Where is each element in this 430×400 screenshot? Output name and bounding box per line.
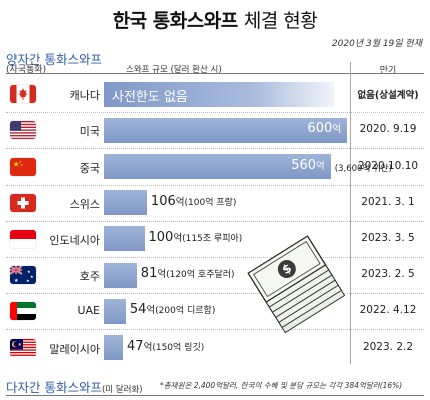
value-unit: 억: [316, 160, 325, 172]
swap-bar: [104, 335, 124, 360]
value-label: 600억: [104, 121, 341, 136]
multilateral-section-subtitle: (미 달러화): [101, 385, 143, 395]
country-label: 캐나다: [69, 89, 100, 103]
local-currency-note: (115조 루피아): [182, 233, 243, 244]
maturity-date: 2023. 2.2: [362, 340, 414, 353]
uae-flag-icon: [10, 302, 36, 321]
value-label: 560억: [104, 158, 325, 173]
indonesia-flag-icon: [10, 229, 36, 248]
value-label: 54억(200억 디르함): [130, 302, 215, 317]
value-label: 사전한도 없음: [112, 90, 188, 106]
value-number: 100: [148, 229, 174, 245]
maturity-date: 2022. 4.12: [359, 304, 417, 317]
header-divider: [6, 73, 424, 74]
swap-bar: [104, 262, 137, 288]
value-number: 47: [127, 338, 144, 354]
svg-text:★: ★: [18, 342, 23, 348]
country-label: 인도네시아: [49, 233, 100, 247]
country-label: 미국: [79, 125, 100, 139]
row-divider: [6, 184, 424, 186]
value-label: 47억(150억 링깃): [127, 339, 204, 354]
china-flag-icon: ★ ★ ★: [10, 157, 36, 176]
multilateral-title-text: 다자간 통화스와프: [6, 380, 102, 395]
svg-text:★: ★: [14, 278, 19, 284]
value-unit: 억: [332, 124, 341, 136]
value-number: 600: [307, 121, 333, 137]
switzerland-flag-icon: [10, 193, 36, 212]
swap-bar: [104, 117, 347, 143]
row-divider: [6, 293, 424, 295]
maturity-date: 2020.10.10: [357, 159, 419, 172]
swap-bar: [104, 298, 126, 324]
row-divider: [6, 148, 424, 150]
maturity-date: 2021. 3. 1: [361, 195, 415, 208]
swap-bar: [104, 154, 331, 179]
as-of-date: 2020년 3월 19일 현재: [331, 39, 422, 49]
value-unit: 억: [157, 269, 167, 281]
value-unit: 억: [175, 196, 185, 208]
bilateral-section-title: 양자간 통화스와프: [6, 52, 102, 67]
country-label: 말레이시아: [49, 342, 100, 356]
svg-text:★: ★: [30, 274, 34, 279]
row-divider: [6, 257, 424, 258]
maturity-column-header: 만기: [379, 66, 397, 76]
local-currency-note: (120억 호주달러): [166, 270, 235, 281]
value-number: 81: [140, 266, 158, 282]
value-label: 106억(100억 프랑): [151, 194, 236, 209]
svg-text:★: ★: [27, 269, 31, 274]
swap-bar: [104, 226, 145, 252]
multilateral-section-title: 다자간 통화스와프(미 달러화): [6, 377, 143, 396]
australia-flag-icon: ★ ★ ★ ★: [10, 266, 36, 285]
value-number: 560: [291, 157, 317, 173]
value-unit: 억: [173, 232, 183, 244]
local-currency-note: (100억 프랑): [184, 197, 237, 208]
local-currency-note: (150억 링깃): [152, 342, 205, 353]
value-number: 54: [129, 302, 147, 318]
country-label: 중국: [79, 161, 100, 175]
value-unit: 억: [143, 341, 153, 353]
row-divider: [6, 220, 424, 222]
scale-column-header: 스와프 규모 (달러 환산 시): [126, 65, 222, 75]
money-stack-icon: $: [247, 235, 345, 334]
country-label: 호주: [79, 270, 100, 284]
title-bold: 한국 통화스와프: [112, 10, 238, 32]
svg-text:★: ★: [19, 160, 22, 164]
maturity-date: 2023. 2. 5: [361, 268, 415, 281]
canada-flag-icon: [10, 85, 36, 104]
swap-bar: [104, 190, 147, 216]
maturity-date: 2020. 9.19: [359, 123, 417, 136]
svg-text:★: ★: [13, 160, 19, 168]
title-light: 체결 현황: [243, 10, 318, 32]
maturity-date: 없음(상설계약): [357, 90, 419, 102]
usa-flag-icon: [10, 121, 36, 140]
page-title: 한국 통화스와프 체결 현황: [0, 6, 430, 33]
value-label: 100억(115조 루피아): [149, 230, 243, 245]
country-label: UAE: [77, 304, 100, 318]
value-label: 81억(120억 호주달러): [141, 266, 235, 281]
country-label: 스위스: [69, 197, 100, 211]
local-currency-note: (3,600억 위안): [334, 163, 392, 174]
row-divider: [6, 112, 424, 114]
svg-text:★: ★: [21, 163, 24, 167]
swap-bar: [104, 81, 334, 107]
maturity-date: 2023. 3. 5: [361, 231, 415, 244]
maturity-column-divider: [350, 62, 351, 364]
bottom-divider: [6, 395, 424, 396]
row-divider: [6, 329, 424, 331]
local-currency-note: (200억 디르함): [155, 306, 216, 317]
value-number: 106: [150, 193, 176, 209]
malaysia-flag-icon: ★: [10, 338, 36, 357]
footnote: *총재원은 2,400억달러, 한국의 수혜 및 분담 규모는 각각 384억달…: [160, 381, 403, 390]
bilateral-section-subtitle: (자국통화): [6, 65, 47, 75]
value-unit: 억: [146, 305, 156, 317]
svg-text:★: ★: [26, 278, 30, 283]
